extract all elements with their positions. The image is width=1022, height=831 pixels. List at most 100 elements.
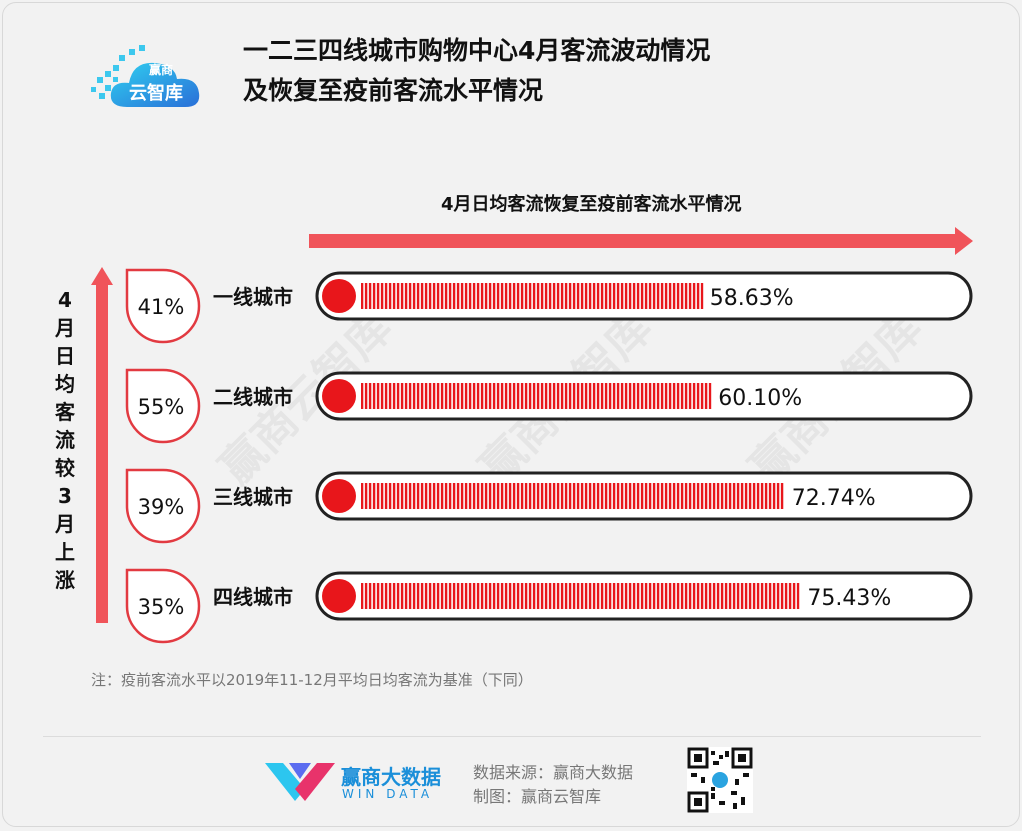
bar-stripe <box>365 383 368 409</box>
bar-stripe <box>385 483 388 509</box>
bar-stripe <box>729 483 732 509</box>
bar-stripe <box>609 283 612 309</box>
bar-stripe <box>517 583 520 609</box>
bar-stripe <box>649 583 652 609</box>
bar-stripe <box>481 483 484 509</box>
bar-stripe <box>785 583 788 609</box>
bar-stripe <box>429 483 432 509</box>
bar-stripe <box>761 483 764 509</box>
bar-stripe <box>529 383 532 409</box>
bar-stripe <box>469 383 472 409</box>
bar-stripe <box>613 583 616 609</box>
bar-stripe <box>649 283 652 309</box>
bar-stripe <box>457 483 460 509</box>
bar-stripe <box>669 283 672 309</box>
bar-stripe <box>645 283 648 309</box>
bar-stripe <box>701 383 704 409</box>
bar-stripe <box>373 283 376 309</box>
bar-stripe <box>397 383 400 409</box>
bar-stripe <box>685 283 688 309</box>
bar-stripe <box>405 283 408 309</box>
bar-stripe <box>733 583 736 609</box>
bar-bulb <box>322 479 356 513</box>
bar-stripe <box>513 383 516 409</box>
bar-stripe <box>753 583 756 609</box>
bar-stripe <box>677 383 680 409</box>
bar-stripe <box>709 483 712 509</box>
bar-stripe <box>457 583 460 609</box>
bar-stripe <box>533 483 536 509</box>
bar-stripe <box>429 283 432 309</box>
bar-stripe <box>653 283 656 309</box>
brand-name: 赢商大数据 <box>341 765 441 789</box>
bar-stripe <box>577 283 580 309</box>
bar-stripe <box>637 383 640 409</box>
bar-stripe <box>573 283 576 309</box>
bar-stripe <box>593 583 596 609</box>
bar-stripe <box>493 283 496 309</box>
bar-stripe <box>477 483 480 509</box>
bar-stripe <box>529 483 532 509</box>
bar-stripe <box>597 583 600 609</box>
drop-marker <box>125 368 201 444</box>
bar-stripe <box>553 583 556 609</box>
bar-stripe <box>593 483 596 509</box>
bar-stripe <box>793 583 796 609</box>
bar-stripe <box>569 483 572 509</box>
bar-stripe <box>433 383 436 409</box>
bar-stripe <box>797 583 800 609</box>
bar-stripe <box>677 483 680 509</box>
bar-stripe <box>789 583 792 609</box>
bar-stripe <box>577 383 580 409</box>
bar-stripe <box>501 283 504 309</box>
bar-stripe <box>413 583 416 609</box>
footer-divider <box>43 736 981 737</box>
bar-stripe <box>665 583 668 609</box>
page-title: 一二三四线城市购物中心4月客流波动情况 及恢复至疫前客流水平情况 <box>243 31 710 111</box>
bar-stripe <box>689 483 692 509</box>
bar-stripe <box>449 483 452 509</box>
horizontal-arrow-icon <box>309 227 973 255</box>
mom-increase-group: 41% 55% 39% 35% <box>125 268 201 644</box>
bar-stripe <box>421 483 424 509</box>
bar-rows: 一线城市 58.63% 二线城市 60.10% 三线城市 72.74% 四线城市 75.43% <box>213 271 973 621</box>
brand-logo: 赢商 云智库 <box>89 43 211 115</box>
bar-stripe <box>501 583 504 609</box>
bar-stripe <box>361 283 364 309</box>
bar-stripe <box>661 583 664 609</box>
bar-stripe <box>537 383 540 409</box>
bar-stripe <box>505 583 508 609</box>
bar-stripe <box>717 483 720 509</box>
bar <box>361 383 712 409</box>
bar-stripe <box>745 483 748 509</box>
bar-bulb <box>322 379 356 413</box>
bar-stripe <box>657 583 660 609</box>
bar-stripe <box>709 383 712 409</box>
bar-stripe <box>637 583 640 609</box>
mom-increase-label: 55% <box>138 395 185 419</box>
side-label-char: 较 <box>55 456 75 480</box>
bar-stripe <box>641 283 644 309</box>
bar-stripe <box>633 283 636 309</box>
bar-stripe <box>581 383 584 409</box>
bar-stripe <box>513 483 516 509</box>
bar-stripe <box>569 383 572 409</box>
bar-stripe <box>497 483 500 509</box>
bar-stripe <box>621 383 624 409</box>
bar-stripe <box>381 283 384 309</box>
bar-stripe <box>573 383 576 409</box>
bar-stripe <box>393 383 396 409</box>
source-info: 数据来源：赢商大数据 制图：赢商云智库 <box>473 761 633 809</box>
footnote: 注：疫前客流水平以2019年11-12月平均日均客流为基准（下同） <box>91 671 533 689</box>
bar-stripe <box>757 583 760 609</box>
bar-stripe <box>637 283 640 309</box>
bar-stripe <box>601 283 604 309</box>
bar-stripe <box>493 483 496 509</box>
bar-stripe <box>545 583 548 609</box>
bar-stripe <box>449 283 452 309</box>
bar-stripe <box>373 383 376 409</box>
bar-stripe <box>505 283 508 309</box>
bar-stripe <box>621 283 624 309</box>
bar-stripe <box>601 583 604 609</box>
